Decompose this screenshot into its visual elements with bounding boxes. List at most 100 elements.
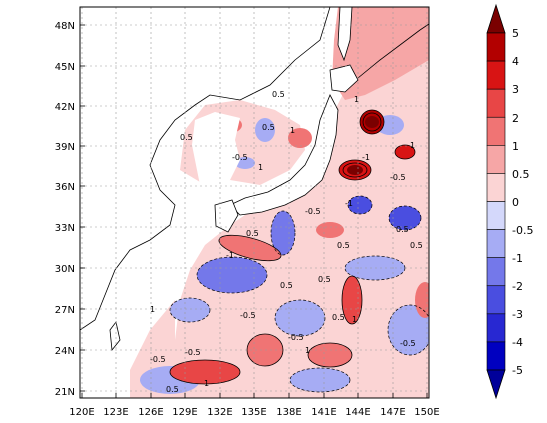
colorbar-label: 4	[512, 55, 519, 68]
anomaly-red-13	[316, 222, 344, 238]
contour-label: 0.5	[262, 123, 275, 132]
anomaly-red-5	[365, 116, 379, 128]
lon-label: 135E	[241, 407, 266, 418]
colorbar-segment	[486, 116, 506, 146]
anomaly-red-7	[347, 165, 363, 175]
anomaly-red-12	[415, 282, 429, 318]
colorbar-label: -1	[512, 252, 523, 265]
colorbar-label: 5	[512, 27, 519, 40]
contour-label: 0.5	[337, 241, 350, 250]
lat-label: 27N	[55, 305, 75, 316]
contour-label: -0.5	[240, 311, 256, 320]
contour-label: 0.5	[246, 229, 259, 238]
anomaly-red-1	[218, 235, 282, 261]
lat-label: 30N	[55, 264, 75, 275]
contour-label: 0.5	[180, 133, 193, 142]
contour-label: 1	[204, 379, 209, 388]
colorbar-segment	[486, 88, 506, 118]
colorbar-segment	[486, 145, 506, 174]
contour-label: -1	[226, 251, 234, 260]
colorbar-top-arrow	[486, 3, 506, 34]
colorbar-segment	[486, 229, 506, 258]
contour-label: 1	[354, 95, 359, 104]
land-korea	[192, 112, 240, 188]
contour-label-layer: 0.5 0.5 1 -0.5 1 -1 0.5 -0.5 0.5 1 -1 0.…	[150, 90, 423, 394]
contour-lines	[169, 109, 416, 385]
colorbar-segment	[486, 341, 506, 371]
land-taiwan	[109, 321, 121, 352]
contour-label: 1	[410, 141, 415, 150]
contour-label: -0.5	[305, 207, 321, 216]
colorbar-label: 3	[512, 83, 519, 96]
lat-label: 33N	[55, 223, 75, 234]
lon-label: 129E	[172, 407, 197, 418]
colorbar-label: -5	[512, 364, 523, 377]
anomaly-blue-2	[255, 118, 275, 142]
land-kuril-arc	[357, 23, 429, 79]
plot-frame	[79, 6, 430, 399]
colorbar-label: 0	[512, 196, 519, 209]
contour-label: 1	[290, 126, 295, 135]
lon-label: 138E	[276, 407, 301, 418]
contour-label: 0.5	[332, 313, 345, 322]
contour-label: -0.5	[288, 333, 304, 342]
land-japan-honshu	[229, 94, 339, 216]
map-plot: 0.5 0.5 1 -0.5 1 -1 0.5 -0.5 0.5 1 -1 0.…	[80, 7, 429, 398]
lat-label: 42N	[55, 102, 75, 113]
contour-label: 0.5	[410, 241, 423, 250]
contour-label: 0.5	[396, 225, 409, 234]
contour-label: -1	[362, 153, 370, 162]
contour-label: 0.5	[166, 385, 179, 394]
anomaly-blue-5	[197, 257, 267, 293]
colorbar-labels: 5 4 3 2 1 0.5 0 -0.5 -1 -2 -3 -4 -5	[512, 27, 533, 377]
contour-label: 1	[258, 163, 263, 172]
lat-label: 36N	[55, 182, 75, 193]
lon-label: 147E	[380, 407, 405, 418]
colorbar-label: 0.5	[512, 168, 530, 181]
land	[80, 7, 429, 352]
contour-label: -0.5	[185, 348, 201, 357]
anomaly-red-9	[308, 343, 352, 367]
contour-label: -1	[345, 199, 353, 208]
lon-axis: 120E 123E 126E 129E 132E 135E 138E 141E …	[69, 407, 439, 418]
anomaly-red-11	[288, 128, 312, 148]
lon-label: 150E	[414, 407, 439, 418]
contour-label: 1	[305, 346, 310, 355]
anomaly-blue-9	[388, 305, 429, 355]
colorbar-segment	[486, 285, 506, 315]
lon-label: 141E	[311, 407, 336, 418]
anomaly-blue-11	[348, 196, 372, 214]
lon-label: 123E	[103, 407, 128, 418]
lon-label: 144E	[345, 407, 370, 418]
colorbar-segment	[486, 32, 506, 62]
land-kyushu	[214, 199, 239, 233]
tick-marks	[80, 24, 428, 398]
colorbar-segment	[486, 173, 506, 202]
contour-label: 0.5	[318, 275, 331, 284]
anomaly-blue-8	[389, 206, 421, 230]
contour-label: -0.5	[400, 339, 416, 348]
lon-label: 120E	[69, 407, 94, 418]
colorbar-segment	[486, 60, 506, 90]
anomaly-blue-6	[275, 300, 325, 336]
land-asia-mainland	[80, 7, 331, 331]
colorbar-bottom-arrow	[486, 369, 506, 400]
colorbar-label: -0.5	[512, 224, 533, 237]
colorbar-label: -4	[512, 336, 523, 349]
colorbar-label: -2	[512, 280, 523, 293]
anomaly-red-3	[342, 276, 362, 324]
lat-label: 24N	[55, 346, 75, 357]
land-sakhalin	[337, 7, 353, 62]
contour-label: -0.5	[150, 355, 166, 364]
colorbar-label: 1	[512, 140, 519, 153]
contour-label: 0.5	[272, 90, 285, 99]
graticule	[80, 7, 429, 398]
lat-label: 21N	[55, 387, 75, 398]
anomaly-red-8	[395, 145, 415, 159]
contour-label: 1	[352, 315, 357, 324]
lat-label: 48N	[55, 21, 75, 32]
colorbar-segment	[486, 313, 506, 343]
anomaly-blue-10	[290, 368, 350, 392]
lat-label: 45N	[55, 62, 75, 73]
